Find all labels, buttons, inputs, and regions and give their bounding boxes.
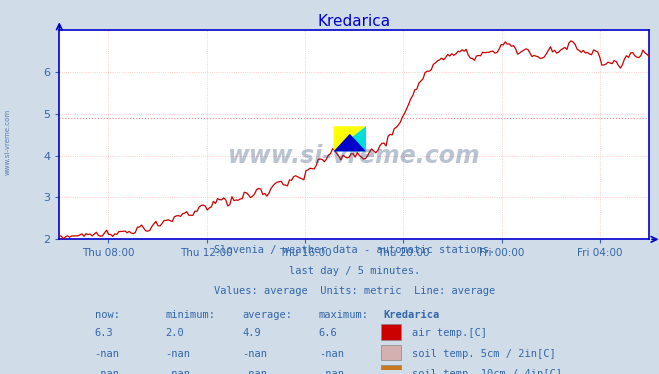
Text: soil temp. 10cm / 4in[C]: soil temp. 10cm / 4in[C] (412, 369, 562, 374)
Text: -nan: -nan (242, 349, 267, 359)
Text: maximum:: maximum: (319, 310, 369, 320)
Text: 6.6: 6.6 (319, 328, 337, 338)
Text: 6.3: 6.3 (95, 328, 113, 338)
Polygon shape (333, 134, 366, 151)
Text: -nan: -nan (319, 349, 344, 359)
Text: last day / 5 minutes.: last day / 5 minutes. (289, 266, 420, 276)
Text: 2.0: 2.0 (165, 328, 185, 338)
Polygon shape (333, 126, 366, 151)
Text: soil temp. 5cm / 2in[C]: soil temp. 5cm / 2in[C] (412, 349, 556, 359)
Text: Kredarica: Kredarica (384, 310, 440, 320)
Text: -nan: -nan (319, 369, 344, 374)
Text: Slovenia / weather data - automatic stations.: Slovenia / weather data - automatic stat… (214, 245, 495, 255)
Text: air temp.[C]: air temp.[C] (412, 328, 487, 338)
Text: www.si-vreme.com: www.si-vreme.com (5, 109, 11, 175)
Text: -nan: -nan (242, 369, 267, 374)
Text: 4.9: 4.9 (242, 328, 261, 338)
Text: average:: average: (242, 310, 292, 320)
Bar (381, 365, 401, 374)
Text: -nan: -nan (95, 369, 120, 374)
Text: -nan: -nan (165, 369, 190, 374)
Text: -nan: -nan (95, 349, 120, 359)
Text: Values: average  Units: metric  Line: average: Values: average Units: metric Line: aver… (214, 286, 495, 297)
Polygon shape (333, 126, 366, 151)
Title: Kredarica: Kredarica (318, 14, 391, 29)
Text: minimum:: minimum: (165, 310, 215, 320)
Text: -nan: -nan (165, 349, 190, 359)
Text: www.si-vreme.com: www.si-vreme.com (228, 144, 480, 168)
Bar (381, 345, 401, 361)
Text: now:: now: (95, 310, 120, 320)
Bar (381, 324, 401, 340)
